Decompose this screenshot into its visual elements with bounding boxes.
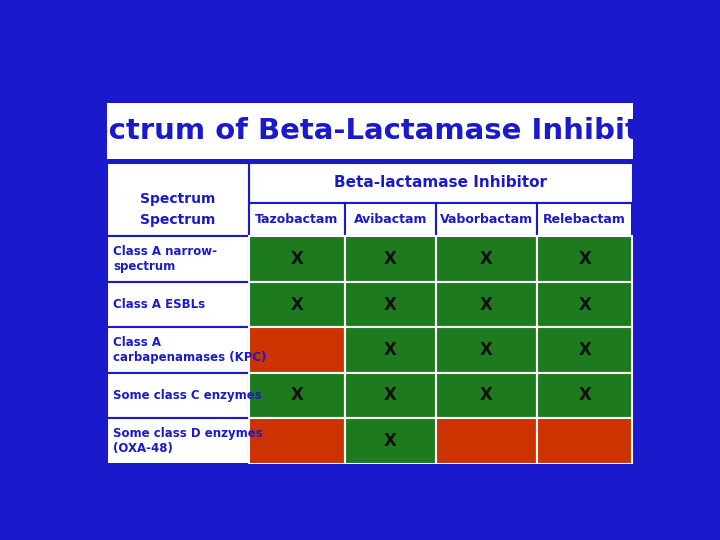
Bar [107,163,249,203]
Bar [90,65,648,103]
Bar [537,237,632,282]
Text: X: X [578,341,591,359]
Text: X: X [480,387,493,404]
Text: X: X [290,250,303,268]
Bar [537,203,632,237]
Text: X: X [384,341,397,359]
Text: Tazobactam: Tazobactam [255,213,338,226]
Bar [632,0,648,163]
Bar [107,418,249,464]
Text: Class A narrow-
spectrum: Class A narrow- spectrum [113,245,217,273]
Text: Spectrum: Spectrum [140,213,216,227]
Text: X: X [480,250,493,268]
Text: Spectrum of Beta-Lactamase Inhibitors: Spectrum of Beta-Lactamase Inhibitors [48,117,690,145]
Bar [345,373,436,418]
Bar [436,282,537,327]
Text: Class A
carbapenamases (KPC): Class A carbapenamases (KPC) [113,336,266,364]
Bar [249,203,345,237]
Text: X: X [578,295,591,314]
Bar [249,418,345,464]
Bar [436,237,537,282]
Text: Avibactam: Avibactam [354,213,427,226]
Bar [537,282,632,327]
Bar [249,282,345,327]
Bar [90,464,648,481]
Text: X: X [384,295,397,314]
Text: X: X [290,387,303,404]
Bar [107,203,249,237]
Bar [345,418,436,464]
Text: Some class D enzymes
(OXA-48): Some class D enzymes (OXA-48) [113,427,263,455]
Text: X: X [578,387,591,404]
Bar [107,373,249,418]
Text: X: X [480,295,493,314]
Bar [537,418,632,464]
Text: X: X [578,250,591,268]
Text: X: X [384,250,397,268]
Bar [249,373,345,418]
Text: Class A ESBLs: Class A ESBLs [113,298,205,311]
Bar [107,163,249,237]
Bar [345,282,436,327]
Text: X: X [480,341,493,359]
Bar [107,282,249,327]
Bar [107,327,249,373]
Text: Vaborbactam: Vaborbactam [440,213,533,226]
Bar [537,373,632,418]
Bar [345,203,436,237]
Bar [436,203,537,237]
Bar [107,237,249,282]
Bar [436,327,537,373]
Bar [436,418,537,464]
Bar [345,327,436,373]
Text: Spectrum: Spectrum [140,192,216,206]
Bar [90,103,648,159]
Bar [249,237,345,282]
Text: Relebactam: Relebactam [544,213,626,226]
Text: X: X [384,432,397,450]
Text: Some class C enzymes: Some class C enzymes [113,389,262,402]
Bar [107,163,632,464]
Bar [249,163,632,203]
Bar [345,237,436,282]
Bar [436,373,537,418]
Text: X: X [290,295,303,314]
Text: Beta-lactamase Inhibitor: Beta-lactamase Inhibitor [334,176,547,191]
Bar [537,327,632,373]
Bar [90,0,107,163]
Text: X: X [384,387,397,404]
Bar [249,327,345,373]
